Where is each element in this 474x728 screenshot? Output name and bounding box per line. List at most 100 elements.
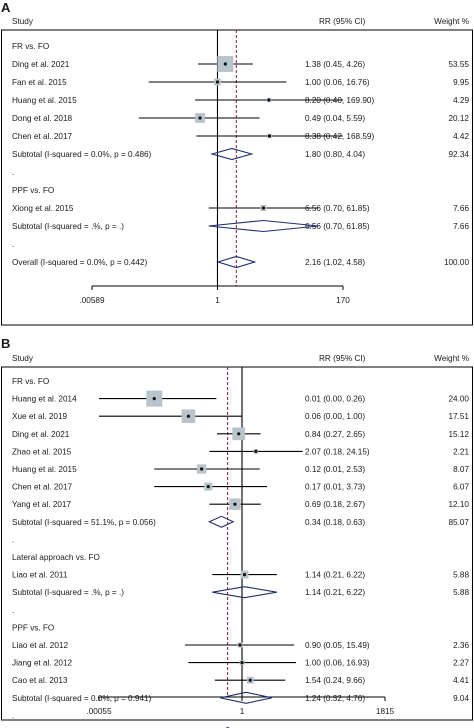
subtotal-diamond (208, 219, 319, 233)
point-estimate-marker (200, 467, 204, 471)
rr-ci-value: 2.16 (1.02, 4.58) (305, 258, 365, 267)
study-label: Huang et al. 2014 (12, 395, 77, 404)
x-axis-tick-label: 1 (240, 707, 245, 716)
rr-ci-value: 1.54 (0.24, 9.66) (305, 676, 365, 685)
rr-ci-value: 0.06 (0.00, 1.00) (305, 412, 365, 421)
panel-letter: A (1, 0, 11, 15)
weight-value: 24.00 (449, 395, 470, 404)
study-label: Ding et al. 2021 (12, 60, 70, 69)
study-label: Cao et al. 2013 (12, 676, 68, 685)
point-estimate-marker (261, 206, 266, 210)
subgroup-heading: FR vs. FO (12, 42, 49, 51)
weight-value: 53.55 (449, 60, 470, 69)
rr-column-header: RR (95% CI) (319, 17, 366, 26)
weight-value: 9.95 (453, 78, 469, 87)
point-estimate-marker (254, 449, 258, 453)
rr-ci-value: 6.56 (0.70, 61.85) (305, 204, 370, 213)
rr-ci-value: 0.12 (0.01, 2.53) (305, 465, 365, 474)
rr-ci-value: 1.80 (0.80, 4.04) (305, 150, 365, 159)
x-axis-tick-label: .00055 (86, 707, 111, 716)
rr-ci-value: 1.00 (0.06, 16.93) (305, 659, 370, 668)
weight-value: 6.07 (453, 483, 469, 492)
weight-value: 100.00 (444, 258, 469, 267)
rr-ci-value: 0.34 (0.18, 0.63) (305, 518, 365, 527)
x-axis-tick-label: .00589 (79, 296, 104, 305)
weight-value: 20.12 (449, 114, 470, 123)
point-estimate-marker (206, 485, 210, 489)
rr-ci-value: 0.69 (0.18, 2.67) (305, 500, 365, 509)
weight-value: 8.07 (453, 465, 469, 474)
overall-label: Overall (I-squared = 0.0%, p = 0.442) (12, 258, 147, 267)
weight-value: 2.36 (453, 641, 469, 650)
rr-ci-value: 0.49 (0.04, 5.59) (305, 114, 365, 123)
weight-value: 9.04 (453, 694, 469, 703)
spacer-dot: . (12, 711, 14, 720)
study-label: Jiang et al. 2012 (12, 659, 73, 668)
weight-value: 2.27 (453, 659, 469, 668)
point-estimate-marker (223, 62, 227, 66)
rr-ci-value: 0.17 (0.01, 3.73) (305, 483, 365, 492)
panel-frame (1, 29, 473, 326)
point-estimate-marker (198, 116, 202, 120)
panel-frame (1, 366, 473, 721)
panel-letter: B (1, 336, 10, 351)
weight-value: 7.66 (453, 204, 469, 213)
study-label: Xiong et al. 2015 (12, 204, 74, 213)
point-estimate-marker (233, 502, 237, 506)
subgroup-heading: Lateral approach vs. FO (12, 553, 100, 562)
study-column-header: Study (12, 17, 34, 26)
point-estimate-marker (152, 397, 156, 401)
rr-ci-value: 6.56 (0.70, 61.85) (305, 222, 370, 231)
subtotal-diamond (208, 515, 235, 528)
spacer-dot: . (12, 168, 14, 177)
weight-value: 5.88 (453, 571, 469, 580)
rr-ci-value: 1.38 (0.45, 4.26) (305, 60, 365, 69)
rr-ci-value: 1.14 (0.21, 6.22) (305, 571, 365, 580)
rr-ci-value: 0.90 (0.05, 15.49) (305, 641, 370, 650)
rr-ci-value: 1.14 (0.21, 6.22) (305, 588, 365, 597)
subtotal-diamond (220, 691, 272, 704)
x-axis-tick-label: 1815 (376, 707, 395, 716)
subtotal-label: Subtotal (I-squared = .%, p = .) (12, 222, 124, 231)
rr-ci-value: 1.24 (0.32, 4.76) (305, 694, 365, 703)
point-estimate-marker (267, 98, 271, 102)
weight-column-header: Weight % (434, 17, 469, 26)
spacer-dot: . (12, 240, 14, 249)
weight-value: 17.51 (449, 412, 470, 421)
point-estimate-marker (186, 414, 191, 418)
study-label: Huang et al. 2015 (12, 465, 77, 474)
weight-value: 92.34 (449, 150, 470, 159)
study-label: Yang et al. 2017 (12, 500, 71, 509)
rr-ci-value: 0.01 (0.00, 0.26) (305, 395, 365, 404)
point-estimate-marker (238, 643, 242, 647)
overall-diamond (216, 255, 257, 269)
study-label: Liao et al. 2012 (12, 641, 68, 650)
weight-value: 5.88 (453, 588, 469, 597)
weight-value: 12.10 (449, 500, 470, 509)
point-estimate-marker (240, 661, 244, 665)
point-estimate-marker (215, 80, 220, 84)
study-label: Zhao et al. 2015 (12, 447, 72, 456)
subtotal-label: Subtotal (I-squared = .%, p = .) (12, 588, 124, 597)
study-label: Fan et al. 2015 (12, 78, 67, 87)
subtotal-label: Subtotal (I-squared = 51.1%, p = 0.056) (12, 518, 156, 527)
subgroup-heading: FR vs. FO (12, 377, 49, 386)
point-estimate-marker (248, 678, 252, 682)
weight-value: 2.21 (453, 447, 469, 456)
subtotal-diamond (209, 147, 254, 161)
weight-value: 4.42 (453, 132, 469, 141)
study-column-header: Study (12, 354, 34, 363)
subtotal-label: Subtotal (I-squared = 0.0%, p = 0.486) (12, 150, 152, 159)
rr-ci-value: 2.07 (0.18, 24.15) (305, 447, 370, 456)
rr-ci-value: 1.00 (0.06, 16.76) (305, 78, 370, 87)
weight-column-header: Weight % (434, 354, 469, 363)
spacer-dot: . (12, 606, 14, 615)
point-estimate-marker (267, 134, 272, 138)
subtotal-diamond (212, 586, 277, 599)
x-axis-tick-label: 170 (336, 296, 350, 305)
weight-value: 7.66 (453, 222, 469, 231)
